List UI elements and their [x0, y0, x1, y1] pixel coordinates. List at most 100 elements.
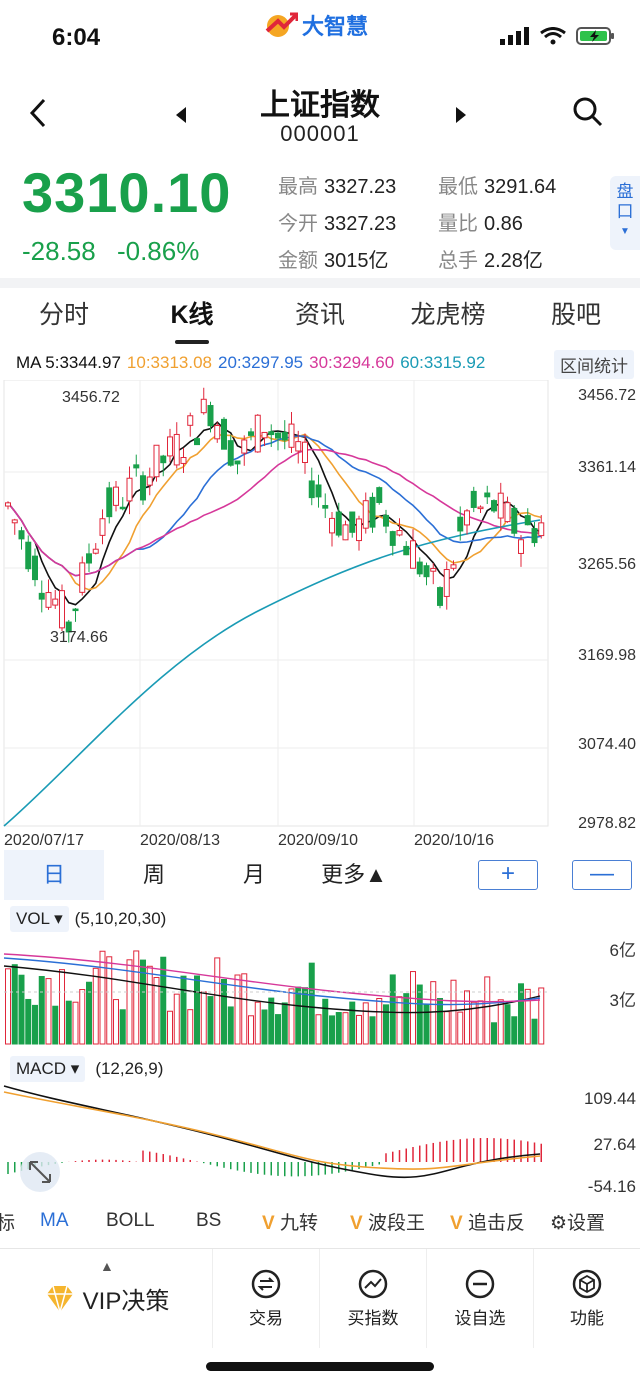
period-month[interactable]: 月 — [242, 862, 265, 887]
vol-selector[interactable]: VOL ▾ — [10, 906, 69, 932]
candle-body — [369, 496, 376, 528]
candle-body — [180, 457, 187, 464]
volume-bar — [268, 997, 275, 1045]
ma-legend: MA 5:3344.97 10:3313.08 20:3297.95 30:32… — [0, 348, 640, 379]
volume-bar — [59, 969, 65, 1045]
indicator-tabs: 标 MA BOLL BS V 九转 V 波段王 V 追击反 ⚙设置 — [0, 1202, 640, 1240]
stat-value: 3327.23 — [324, 213, 397, 235]
volume-bar — [410, 971, 416, 1045]
nav-functions[interactable]: 功能 — [533, 1249, 640, 1348]
candle-body — [200, 398, 207, 414]
nav-watchlist[interactable]: 设自选 — [426, 1249, 533, 1348]
candle-body — [396, 530, 403, 536]
candle-body — [295, 441, 302, 452]
nav-buy-index[interactable]: 买指数 — [319, 1249, 426, 1348]
tab-guba[interactable]: 股吧 — [550, 301, 601, 329]
candle-body — [241, 439, 248, 454]
volume-bar — [140, 959, 146, 1045]
macd-params: (12,26,9) — [95, 1059, 164, 1078]
volume-bar — [491, 1022, 497, 1045]
pankou-button[interactable]: 盘口 ▼ — [610, 176, 640, 250]
ind-tab-ma[interactable]: MA — [40, 1210, 69, 1231]
candle-body — [140, 475, 146, 501]
search-icon[interactable] — [572, 96, 604, 128]
vol-ma-line — [3, 957, 541, 1006]
ma30-label: 30:3294.60 — [309, 353, 395, 372]
zoom-in-button[interactable]: + — [478, 860, 538, 890]
volume-bar — [248, 1015, 254, 1045]
back-icon[interactable] — [28, 98, 48, 128]
volume-bar — [443, 1011, 450, 1045]
tab-kline[interactable]: K线 — [128, 290, 256, 344]
stat-value: 3291.64 — [484, 176, 557, 198]
volume-bar — [349, 1001, 356, 1045]
trend-icon — [358, 1269, 388, 1299]
ind-tab-boduanwang[interactable]: V 波段王 — [350, 1208, 425, 1235]
prev-stock-icon[interactable] — [174, 106, 188, 124]
candle-body — [322, 505, 329, 509]
candle-body — [349, 511, 356, 533]
ind-tab-partial[interactable]: 标 — [0, 1212, 16, 1234]
candle-body — [308, 480, 315, 499]
bottom-nav: VIP决策 交易 买指数 设自选 功能 — [0, 1248, 640, 1348]
range-stats-button[interactable]: 区间统计 — [554, 350, 634, 379]
zoom-out-button[interactable]: — — [572, 860, 632, 890]
volume-bar — [254, 1001, 261, 1045]
period-week[interactable]: 周 — [142, 862, 165, 887]
candle-body — [497, 492, 504, 519]
candle-body — [25, 541, 32, 570]
candle-body — [214, 425, 221, 440]
volume-bar — [389, 974, 396, 1045]
app-logo: 大智慧 — [264, 10, 376, 40]
volume-bar — [18, 974, 25, 1045]
volume-bar — [119, 1009, 126, 1045]
volume-bar — [356, 1014, 362, 1045]
macd-chart: 109.44 27.64 -54.16 — [3, 1085, 636, 1196]
volume-bar — [470, 1001, 477, 1045]
candle-body — [106, 487, 113, 518]
macd-selector[interactable]: MACD ▾ — [10, 1056, 86, 1082]
candle-body — [484, 492, 491, 498]
ind-tab-jiuzhuan[interactable]: V 九转 — [262, 1208, 318, 1235]
divider — [0, 278, 640, 288]
ind-tab-zhuiji[interactable]: V 追击反 — [450, 1208, 525, 1235]
volume-bar — [383, 1004, 389, 1045]
ind-tab-boll[interactable]: BOLL — [106, 1210, 155, 1231]
candle-body — [531, 528, 538, 544]
home-indicator[interactable] — [206, 1362, 434, 1371]
volume-bar — [261, 1009, 268, 1045]
candle-body — [281, 432, 288, 441]
candle-body — [470, 490, 477, 508]
volume-bar — [79, 989, 86, 1045]
status-icons — [500, 26, 616, 46]
gear-icon: ⚙ — [550, 1212, 568, 1234]
period-more[interactable]: 更多▲ — [321, 862, 387, 887]
ind-tab-label: 九转 — [279, 1212, 318, 1234]
vip-button[interactable]: VIP决策 — [0, 1249, 212, 1348]
candle-body — [146, 476, 153, 486]
y-tick: 3169.98 — [578, 647, 636, 664]
caret-up-icon[interactable]: ▲ — [100, 1258, 114, 1274]
tab-fenshi[interactable]: 分时 — [38, 301, 89, 329]
candle-body — [403, 545, 410, 556]
period-day[interactable]: 日 — [4, 850, 104, 900]
nav-trade[interactable]: 交易 — [212, 1249, 319, 1348]
ma20-label: 20:3297.95 — [218, 353, 304, 372]
macd-header: MACD ▾ (12,26,9) — [10, 1056, 163, 1082]
tab-longhubang[interactable]: 龙虎榜 — [410, 301, 486, 329]
ind-tab-bs[interactable]: BS — [196, 1210, 222, 1231]
tab-news[interactable]: 资讯 — [294, 301, 345, 329]
high-label: 3456.72 — [62, 389, 120, 406]
settings-button[interactable]: ⚙设置 — [546, 1207, 606, 1235]
candle-body — [5, 502, 11, 507]
kline-chart[interactable]: 3456.72 3174.66 3456.72 3361.14 3265.56 … — [0, 380, 640, 850]
expand-icon[interactable] — [20, 1152, 60, 1192]
stat-label: 最高 — [278, 176, 318, 198]
current-price: 3310.10 — [22, 161, 232, 224]
next-stock-icon[interactable] — [454, 106, 468, 124]
volume-chart: 6亿 3亿 — [3, 941, 636, 1045]
candle-body — [362, 500, 369, 529]
settings-label: 设置 — [567, 1212, 606, 1234]
vip-label: VIP决策 — [82, 1288, 170, 1315]
wifi-icon — [540, 27, 566, 45]
